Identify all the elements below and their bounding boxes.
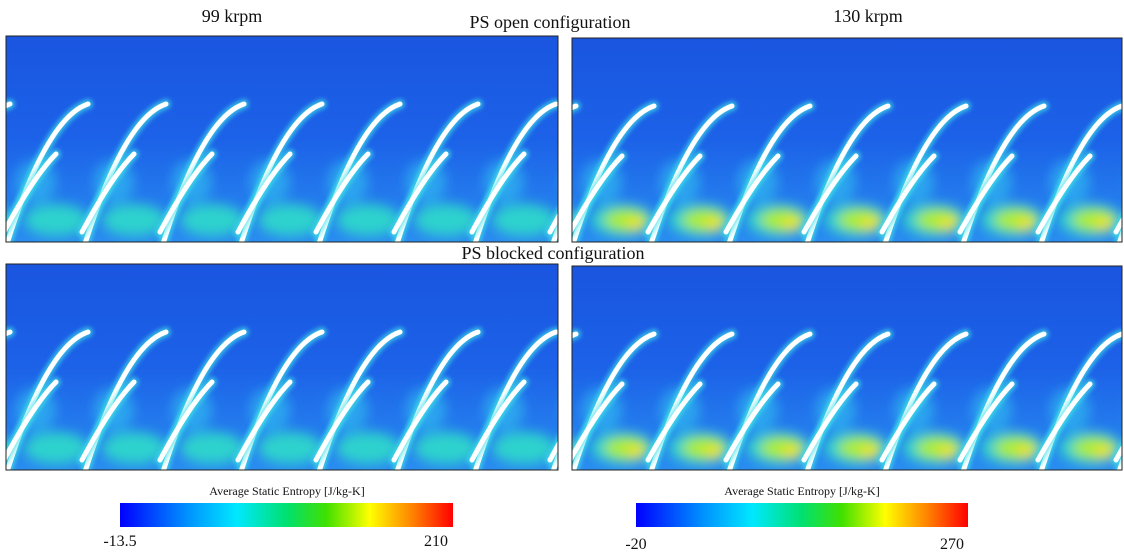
colorbar-min: -20 (625, 536, 646, 553)
entropy-blob (782, 218, 802, 230)
blade (879, 153, 937, 235)
colorbar (120, 503, 453, 527)
entropy-blob (336, 204, 400, 236)
blade (645, 381, 703, 463)
panel-border (5, 263, 559, 471)
row-title: PS open configuration (470, 12, 631, 32)
panel-title: 130 krpm (833, 6, 903, 26)
entropy-blob (626, 446, 646, 458)
blade (6, 379, 59, 462)
colorbar-label: Average Static Entropy [J/kg-K] (724, 484, 879, 498)
entropy-blob (1094, 218, 1114, 230)
blade (957, 381, 1015, 463)
panel-border (571, 37, 1123, 243)
blade (547, 212, 558, 235)
entropy-blob (414, 204, 478, 236)
blade (391, 379, 449, 463)
blade (157, 151, 215, 235)
entropy-blob (258, 432, 322, 464)
blade (1035, 381, 1093, 463)
blade (547, 440, 558, 463)
entropy-blob (24, 432, 88, 464)
blade (645, 153, 703, 235)
blade (879, 381, 937, 463)
blade (6, 151, 59, 234)
colorbar-min: -13.5 (103, 533, 136, 550)
entropy-blob (180, 432, 244, 464)
blade (235, 379, 293, 463)
contour-panel (572, 38, 1122, 242)
entropy-blob (1016, 446, 1036, 458)
colorbar-max: 210 (424, 533, 448, 550)
entropy-blob (102, 432, 166, 464)
blades (6, 327, 558, 470)
colorbar (636, 503, 968, 527)
entropy-blob (782, 446, 802, 458)
entropy-blob (102, 204, 166, 236)
blade (469, 151, 527, 235)
blade (313, 151, 371, 235)
entropy-blob (860, 446, 880, 458)
entropy-blob (860, 218, 880, 230)
entropy-blob (626, 218, 646, 230)
entropy-blob (938, 446, 958, 458)
blade (801, 153, 859, 235)
entropy-blob (1094, 446, 1114, 458)
panel-title: 99 krpm (202, 6, 263, 26)
blade (391, 151, 449, 235)
contour-panel (6, 264, 558, 470)
entropy-blob (24, 204, 88, 236)
panel-border (5, 35, 559, 243)
row-title: PS blocked configuration (462, 243, 645, 263)
contour-panel (572, 266, 1122, 470)
contour-panels (5, 35, 1123, 471)
entropy-blob (414, 432, 478, 464)
entropy-blob (704, 218, 724, 230)
blade (79, 379, 137, 463)
blade (572, 153, 625, 234)
blade (723, 381, 781, 463)
entropy-blob (1016, 218, 1036, 230)
entropy-blob (704, 446, 724, 458)
colorbar-label: Average Static Entropy [J/kg-K] (209, 484, 364, 498)
contour-panel (6, 36, 558, 242)
blades (6, 99, 558, 242)
entropy-blob (938, 218, 958, 230)
entropy-blob (492, 432, 556, 464)
blade (157, 379, 215, 463)
entropy-blob (336, 432, 400, 464)
blade (801, 381, 859, 463)
entropy-blob (258, 204, 322, 236)
blade (313, 379, 371, 463)
blade (957, 153, 1015, 235)
blade (469, 379, 527, 463)
entropy-blob (492, 204, 556, 236)
blade (1035, 153, 1093, 235)
panel-border (571, 265, 1123, 471)
colorbar-max: 270 (940, 536, 964, 553)
blade (572, 381, 625, 462)
blade (723, 153, 781, 235)
blade (79, 151, 137, 235)
blades (572, 329, 1122, 470)
blade (235, 151, 293, 235)
entropy-blob (180, 204, 244, 236)
